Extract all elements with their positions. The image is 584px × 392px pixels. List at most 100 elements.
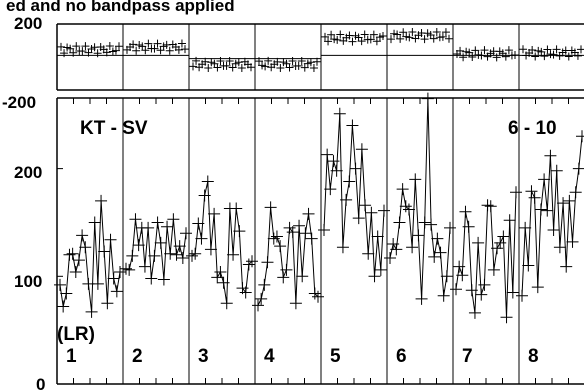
panel-label: 6	[396, 346, 407, 367]
phase-point	[438, 32, 447, 41]
phase-point	[369, 30, 378, 39]
phase-point	[153, 39, 162, 48]
amplitude-point	[148, 249, 161, 262]
phase-point	[225, 56, 234, 65]
amplitude-point	[239, 286, 252, 299]
amplitude-point	[79, 241, 92, 254]
phase-point	[213, 63, 222, 72]
amplitude-point	[233, 225, 246, 238]
amplitude-axis-labels: 200 100 0	[14, 163, 45, 392]
amplitude-point	[343, 175, 356, 188]
phase-point	[511, 50, 519, 59]
amplitude-point	[494, 236, 507, 249]
phase-point	[456, 46, 465, 55]
amplitude-point	[541, 204, 554, 217]
phase-point	[150, 44, 159, 53]
phase-point	[564, 52, 573, 61]
amplitude-point	[534, 203, 547, 216]
amplitude-point	[321, 148, 334, 161]
amplitude-series-line	[125, 219, 187, 280]
amplitude-point	[255, 292, 268, 305]
phase-point	[78, 47, 87, 56]
phase-ytick-top: 200	[14, 14, 42, 33]
amplitude-point	[468, 306, 481, 319]
amplitude-point	[85, 305, 98, 318]
amplitude-point	[98, 245, 111, 258]
amplitude-point	[327, 155, 340, 168]
amplitude-point	[362, 247, 375, 260]
phase-point	[445, 34, 453, 43]
amplitude-point	[57, 300, 70, 313]
amplitude-point	[371, 230, 384, 243]
panel-label: 1	[66, 346, 77, 367]
phase-point	[165, 46, 174, 55]
amplitude-point	[66, 247, 79, 260]
amplitude-point	[138, 260, 151, 273]
amplitude-point	[453, 260, 466, 273]
phase-point	[57, 42, 65, 51]
phase-point	[348, 37, 357, 46]
amplitude-point	[110, 285, 123, 298]
phase-point	[360, 30, 369, 39]
amplitude-point	[355, 143, 368, 156]
amplitude-point	[384, 252, 396, 264]
amplitude-point	[421, 92, 434, 105]
phase-point	[247, 63, 255, 72]
phase-point	[132, 46, 141, 55]
amplitude-point	[120, 262, 132, 275]
amplitude-point	[406, 241, 419, 254]
amplitude-point	[418, 216, 431, 229]
phase-point	[81, 42, 90, 51]
amplitude-point	[566, 235, 579, 248]
phase-point	[111, 46, 120, 55]
phase-point	[366, 35, 375, 44]
amplitude-point	[201, 175, 214, 188]
phase-axis-labels: 200 -200	[2, 14, 42, 112]
amplitude-point	[510, 186, 522, 199]
amplitude-point	[378, 204, 390, 217]
amplitude-series-line	[257, 207, 319, 306]
amplitude-point	[242, 258, 255, 271]
amplitude-point	[522, 259, 535, 272]
amplitude-point	[195, 232, 208, 245]
amplitude-point	[129, 213, 142, 226]
phase-point	[105, 41, 114, 50]
amplitude-point	[274, 240, 287, 253]
phase-point	[181, 45, 189, 54]
amplitude-point	[60, 287, 73, 300]
amplitude-point	[157, 273, 170, 286]
panel-label: 7	[462, 346, 473, 367]
chart-title: ed and no bandpass applied	[6, 0, 235, 15]
amplitude-point	[352, 212, 365, 225]
amplitude-point	[180, 227, 192, 240]
amplitude-point	[557, 197, 570, 210]
phase-point	[480, 46, 489, 55]
amplitude-point	[484, 200, 497, 213]
phase-point	[372, 37, 381, 46]
amplitude-point	[227, 248, 240, 261]
panel-label: 5	[330, 346, 341, 367]
amplitude-point	[142, 221, 155, 234]
phase-point	[255, 57, 263, 66]
phase-points	[57, 27, 584, 73]
amplitude-point	[104, 233, 117, 246]
phase-point	[519, 45, 527, 54]
amplitude-point	[154, 236, 167, 249]
amplitude-point	[95, 194, 108, 207]
amplitude-series-line	[323, 113, 385, 277]
amplitude-point	[107, 272, 120, 285]
phase-point	[285, 63, 294, 72]
amplitude-point	[560, 260, 573, 273]
amplitude-point	[387, 238, 400, 250]
amplitude-point	[415, 292, 428, 305]
amplitude-point	[211, 271, 224, 284]
amplitude-point	[293, 219, 306, 232]
amplitude-point	[503, 214, 516, 227]
amplitude-point	[54, 278, 66, 291]
amplitude-point	[164, 247, 177, 260]
phase-point	[399, 28, 408, 37]
panel-label: 8	[528, 346, 539, 367]
amplitude-point	[576, 130, 584, 143]
amplitude-point	[267, 232, 280, 245]
